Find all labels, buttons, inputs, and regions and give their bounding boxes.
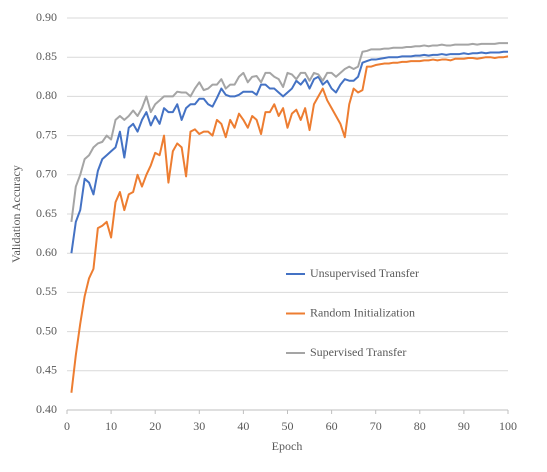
legend-label: Random Initialization: [310, 305, 415, 319]
y-tick-label: 0.70: [36, 167, 57, 181]
y-tick-label: 0.40: [36, 402, 57, 416]
y-tick-label: 0.75: [36, 127, 57, 141]
x-tick-label: 60: [326, 419, 338, 433]
x-tick-label: 40: [237, 419, 249, 433]
x-tick-label: 0: [64, 419, 70, 433]
y-axis-title: Validation Accuracy: [9, 165, 23, 263]
y-tick-label: 0.85: [36, 49, 57, 63]
series-line: [70, 42, 508, 222]
x-tick-label: 20: [149, 419, 161, 433]
x-tick-label: 10: [105, 419, 117, 433]
x-tick-label: 100: [499, 419, 517, 433]
x-tick-label: 80: [414, 419, 426, 433]
x-tick-label: 50: [282, 419, 294, 433]
x-tick-label: 30: [193, 419, 205, 433]
series-line: [70, 50, 508, 254]
y-tick-label: 0.80: [36, 88, 57, 102]
series-line: [70, 55, 509, 393]
y-tick-label: 0.50: [36, 323, 57, 337]
legend-label: Supervised Transfer: [310, 345, 406, 359]
x-axis-title: Epoch: [272, 439, 303, 453]
y-tick-label: 0.90: [36, 10, 57, 24]
x-tick-label: 90: [458, 419, 470, 433]
y-tick-label: 0.45: [36, 363, 57, 377]
x-tick-label: 70: [370, 419, 382, 433]
y-tick-label: 0.65: [36, 206, 57, 220]
y-tick-label: 0.55: [36, 284, 57, 298]
y-tick-label: 0.60: [36, 245, 57, 259]
legend-label: Unsupervised Transfer: [310, 266, 419, 280]
